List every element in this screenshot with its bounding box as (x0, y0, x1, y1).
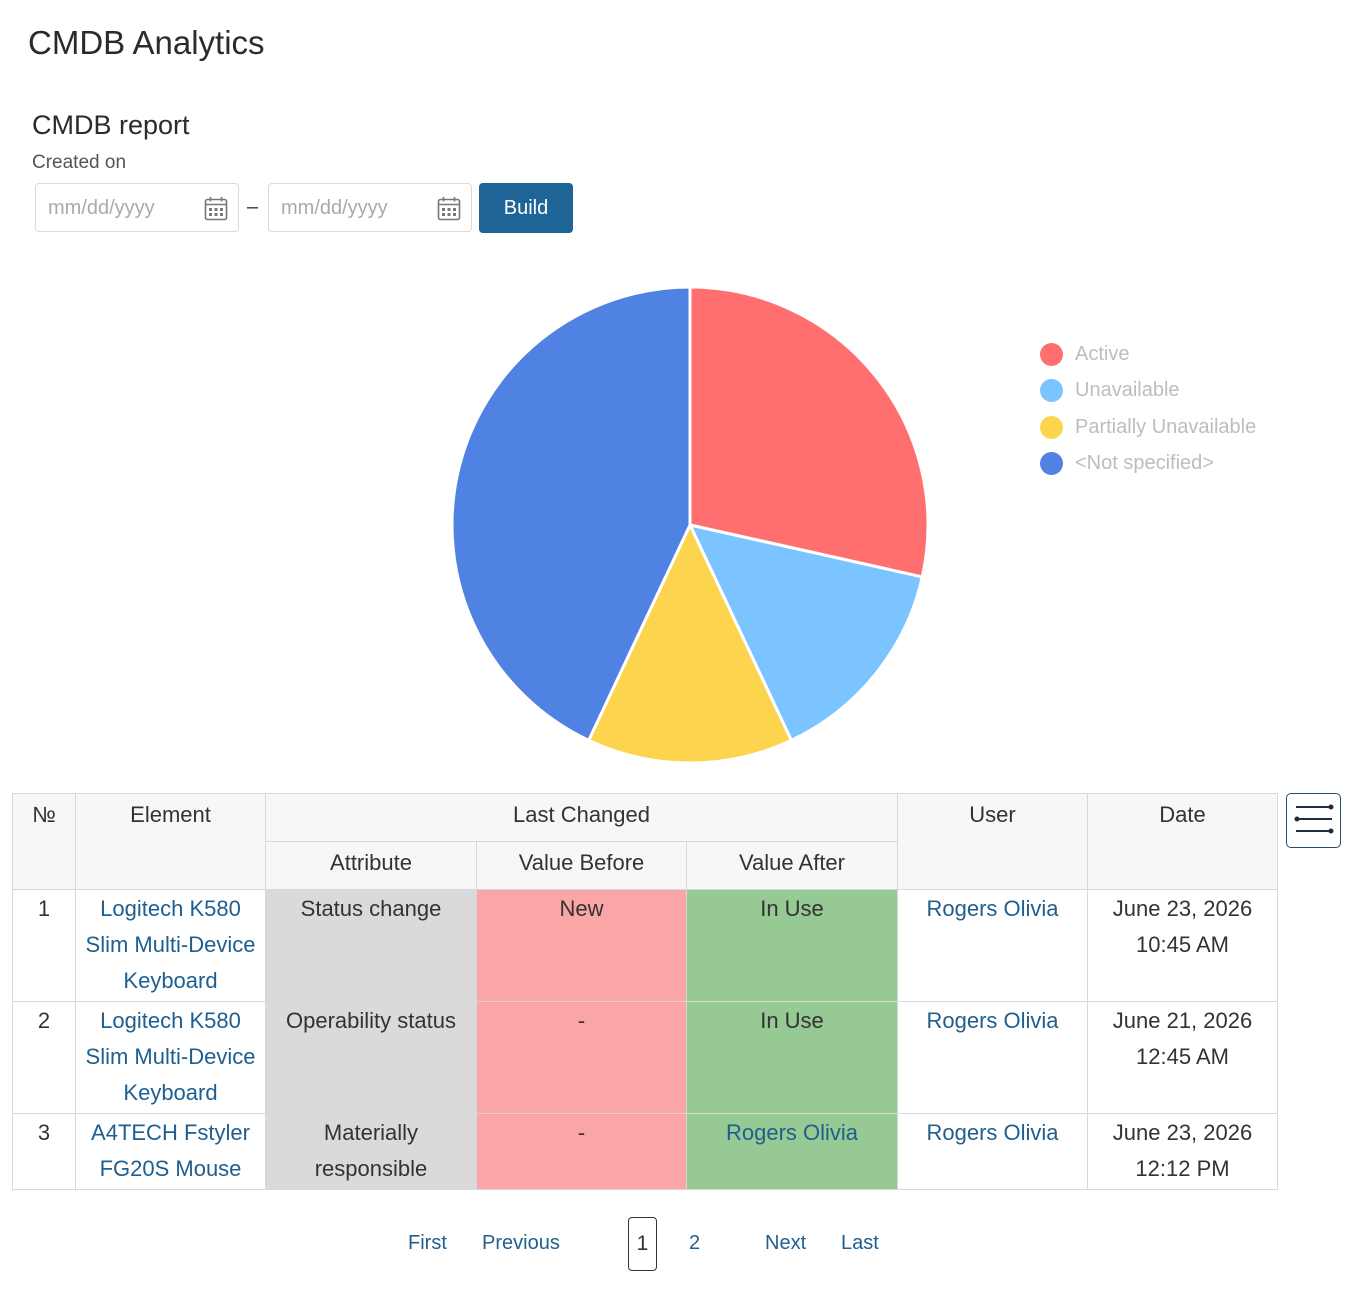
value-after-cell: Rogers Olivia (686, 1113, 898, 1190)
calendar-icon[interactable] (204, 196, 228, 221)
date-to-field[interactable] (268, 183, 472, 232)
legend-item[interactable]: <Not specified> (1040, 446, 1256, 483)
changes-table: № Element Last Changed User Date Attribu… (12, 793, 1278, 1190)
date-text: June 21, 2026 (1112, 1008, 1253, 1033)
legend-swatch (1040, 415, 1063, 439)
time-text: 12:12 PM (1135, 1156, 1230, 1181)
created-on-label: Created on (32, 152, 127, 173)
user-link[interactable]: Rogers Olivia (926, 1120, 1059, 1145)
date-from-field[interactable] (35, 183, 239, 232)
build-button[interactable]: Build (479, 183, 573, 233)
page-title: CMDB Analytics (28, 24, 265, 61)
pie-slice-partially-unavailable[interactable] (587, 523, 793, 765)
value-before-cell: - (476, 1001, 687, 1114)
date-text: June 23, 2026 (1112, 896, 1253, 921)
row-number: 3 (12, 1113, 76, 1190)
pie-slice-not-specified[interactable] (450, 285, 692, 742)
attribute-cell: Materially responsible (265, 1113, 477, 1190)
date-to-input[interactable] (281, 193, 431, 223)
time-text: 12:45 AM (1136, 1044, 1229, 1069)
header-number: № (12, 793, 76, 890)
element-link[interactable]: Logitech K580 Slim Multi-Device Keyboard (85, 896, 256, 993)
value-before-cell: New (476, 889, 687, 1002)
pagination-first[interactable]: First (408, 1232, 447, 1254)
header-value-after: Value After (686, 841, 898, 890)
table-row: 1 Logitech K580 Slim Multi-Device Keyboa… (12, 889, 1278, 1002)
table-settings-button[interactable] (1286, 793, 1341, 848)
legend-item[interactable]: Active (1040, 336, 1256, 373)
report-title: CMDB report (32, 110, 190, 140)
calendar-icon[interactable] (437, 196, 461, 221)
table-row: 3 A4TECH Fstyler FG20S Mouse Materially … (12, 1113, 1278, 1190)
status-pie-chart (450, 285, 930, 765)
legend-label: Active (1075, 342, 1130, 365)
date-cell: June 23, 2026 12:12 PM (1087, 1113, 1278, 1190)
row-number: 1 (12, 889, 76, 1002)
legend-swatch (1040, 379, 1063, 403)
value-after-cell: In Use (686, 889, 898, 1002)
pagination-last[interactable]: Last (841, 1232, 879, 1254)
legend-item[interactable]: Partially Unavailable (1040, 409, 1256, 446)
legend-item[interactable]: Unavailable (1040, 373, 1256, 410)
pagination-next[interactable]: Next (765, 1232, 807, 1254)
table-row: 2 Logitech K580 Slim Multi-Device Keyboa… (12, 1001, 1278, 1114)
pagination-page-2[interactable]: 2 (689, 1232, 701, 1254)
user-link[interactable]: Rogers Olivia (926, 896, 1059, 921)
pagination-previous[interactable]: Previous (482, 1232, 560, 1254)
value-before-cell: - (476, 1113, 687, 1190)
element-link[interactable]: A4TECH Fstyler FG20S Mouse (91, 1120, 250, 1181)
legend-swatch (1040, 452, 1063, 476)
header-element: Element (75, 793, 266, 890)
user-link[interactable]: Rogers Olivia (926, 1008, 1059, 1033)
value-after-user-link[interactable]: Rogers Olivia (725, 1120, 859, 1145)
header-last-changed: Last Changed (265, 793, 898, 842)
date-cell: June 23, 2026 10:45 AM (1087, 889, 1278, 1002)
date-from-input[interactable] (48, 193, 198, 223)
header-attribute: Attribute (265, 841, 477, 890)
pie-slice-unavailable[interactable] (688, 523, 924, 742)
row-number: 2 (12, 1001, 76, 1114)
date-range-separator: – (247, 196, 259, 218)
pie-slice-active[interactable] (688, 285, 930, 579)
element-link[interactable]: Logitech K580 Slim Multi-Device Keyboard (85, 1008, 256, 1105)
header-user: User (897, 793, 1088, 890)
pagination-current-page[interactable]: 1 (628, 1217, 657, 1271)
date-cell: June 21, 2026 12:45 AM (1087, 1001, 1278, 1114)
date-text: June 23, 2026 (1112, 1120, 1253, 1145)
header-date: Date (1087, 793, 1278, 890)
attribute-cell: Operability status (265, 1001, 477, 1114)
legend-label: Unavailable (1075, 379, 1180, 402)
header-value-before: Value Before (476, 841, 687, 890)
value-after-cell: In Use (686, 1001, 898, 1114)
column-settings-icon (1294, 804, 1334, 834)
attribute-cell: Status change (265, 889, 477, 1002)
time-text: 10:45 AM (1136, 932, 1229, 957)
legend-label: <Not specified> (1075, 452, 1214, 475)
legend-label: Partially Unavailable (1075, 415, 1257, 438)
legend-swatch (1040, 342, 1063, 366)
chart-legend: Active Unavailable Partially Unavailable <N… (1040, 336, 1256, 482)
